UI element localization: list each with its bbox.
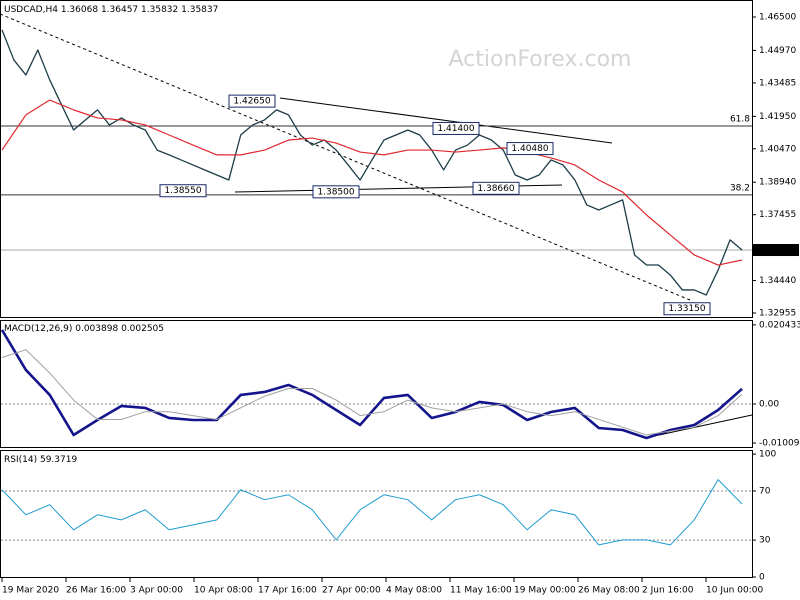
annotation-label: 1.38660 <box>477 184 514 194</box>
annotation-box <box>506 142 554 156</box>
series-line <box>1 479 743 546</box>
y-tick-label: 1.44970 <box>759 46 796 56</box>
x-tick-label: 27 Apr 00:00 <box>322 586 381 596</box>
annotation-box <box>432 121 480 135</box>
trend-line <box>644 414 753 439</box>
series-line <box>1 99 743 266</box>
y-tick-label: 1.46500 <box>759 13 796 23</box>
y-tick-label: 70 <box>759 486 771 496</box>
y-tick-label: 1.43485 <box>759 78 796 88</box>
y-tick-label: 1.38940 <box>759 178 796 188</box>
trend-line <box>0 13 691 301</box>
indicator: RSI(14) <box>4 455 37 465</box>
x-tick-label: 10 Apr 08:00 <box>194 586 253 596</box>
y-tick-label: 100 <box>759 450 776 460</box>
x-tick-label: 19 May 00:00 <box>514 586 576 596</box>
macd-header: MACD(12,26,9) 0.003898 0.002505 <box>4 324 164 334</box>
price-label: 1.35837 <box>759 246 796 256</box>
watermark: ActionForex.com <box>449 47 632 72</box>
close: 1.35837 <box>181 5 218 15</box>
panel-frame <box>0 320 753 448</box>
symbol: USDCAD,H4 <box>4 5 58 15</box>
y-tick-label: -0.010099 <box>759 439 800 449</box>
y-tick-label: 1.41950 <box>759 112 796 122</box>
annotation-label: 1.38550 <box>164 186 201 196</box>
reading: 0.003898 <box>75 324 118 334</box>
low: 1.35832 <box>141 5 178 15</box>
x-tick-label: 10 Jun 00:00 <box>706 586 763 596</box>
annotation-label: 1.38500 <box>317 187 354 197</box>
series-line <box>1 349 743 436</box>
annotation-box <box>159 184 207 198</box>
y-tick-label: 0.020433 <box>759 320 800 330</box>
annotation-box <box>312 185 360 199</box>
level-label: 38.2 <box>730 183 750 193</box>
header: USDCAD,H4 1.36068 1.36457 1.35832 1.3583… <box>4 5 218 15</box>
x-tick-label: 2 Jun 16:00 <box>642 586 694 596</box>
reading: 0.002505 <box>121 324 164 334</box>
annotation-box <box>663 302 711 316</box>
annotation-label: 1.42650 <box>233 97 270 107</box>
price-box <box>753 244 799 257</box>
x-tick-label: 19 Mar 2020 <box>2 586 59 596</box>
x-tick-label: 4 May 08:00 <box>386 586 442 596</box>
x-tick-label: 17 Apr 16:00 <box>258 586 317 596</box>
y-tick-label: 1.40470 <box>759 144 796 154</box>
y-tick-label: 0 <box>759 573 765 583</box>
high: 1.36457 <box>101 5 138 15</box>
y-tick-label: 1.32955 <box>759 309 796 319</box>
annotation-label: 1.33150 <box>668 304 705 314</box>
x-tick-label: 26 May 08:00 <box>578 586 640 596</box>
x-tick-label: 26 Mar 16:00 <box>66 586 126 596</box>
series-line <box>0 329 743 440</box>
panel-frame <box>0 0 753 318</box>
annotation-box <box>228 94 276 108</box>
annotation-label: 1.40480 <box>511 144 548 154</box>
rsi-header: RSI(14) 59.3719 <box>4 455 77 465</box>
indicator: MACD(12,26,9) <box>4 324 72 334</box>
reading: 59.3719 <box>40 455 77 465</box>
x-tick-label: 3 Apr 00:00 <box>130 586 183 596</box>
open: 1.36068 <box>61 5 98 15</box>
panel-frame <box>0 450 753 578</box>
annotation-label: 1.41400 <box>437 124 474 134</box>
y-tick-label: 0.00 <box>759 399 779 409</box>
y-tick-label: 30 <box>759 536 771 546</box>
x-tick-label: 11 May 16:00 <box>450 586 512 596</box>
trend-line <box>279 97 613 144</box>
y-tick-label: 1.34440 <box>759 276 796 286</box>
annotation-box <box>472 181 520 195</box>
level-label: 61.8 <box>730 115 750 125</box>
y-tick-label: 1.37455 <box>759 210 796 220</box>
